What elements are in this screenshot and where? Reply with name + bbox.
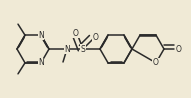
Text: O: O (93, 33, 99, 41)
Text: O: O (176, 44, 182, 54)
Text: N: N (38, 31, 44, 40)
Text: N: N (64, 44, 70, 54)
Text: O: O (153, 58, 159, 67)
Text: O: O (73, 29, 79, 38)
Text: S: S (81, 44, 85, 54)
Text: N: N (38, 58, 44, 67)
